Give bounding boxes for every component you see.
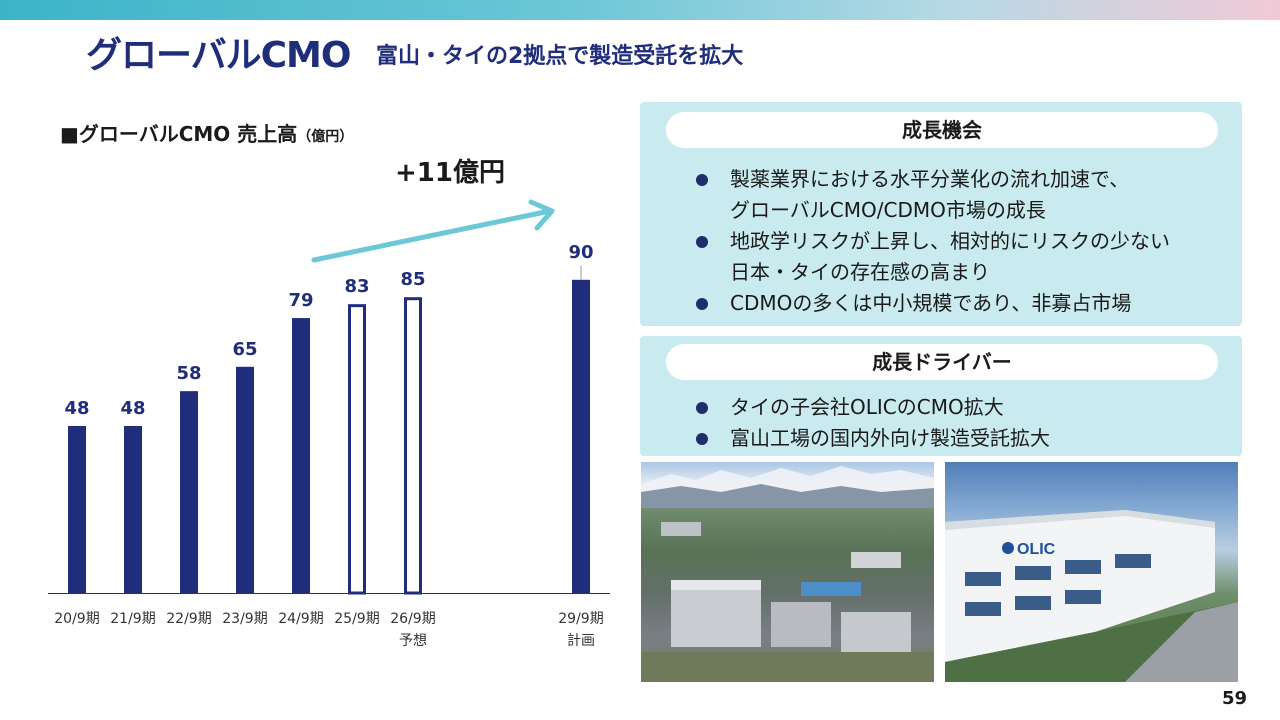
data-label: 79 [288,290,313,311]
x-tick-label: 21/9期 [110,611,155,627]
x-tick-sublabel: 予想 [399,633,427,649]
growth-driver-list: タイの子会社OLICのCMO拡大 富山工場の国内外向け製造受託拡大 [696,392,1050,454]
bar-26/9期 [404,297,422,595]
x-tick-label: 22/9期 [166,611,211,627]
x-tick-label: 23/9期 [222,611,267,627]
bullet-icon [696,433,708,445]
growth-opportunity-panel: 成長機会 製薬業界における水平分業化の流れ加速で、 グローバルCMO/CDMO市… [640,102,1242,326]
bar-24/9期 [292,318,310,593]
data-label: 85 [400,269,425,290]
data-label: 58 [176,363,201,384]
list-item: タイの子会社OLICのCMO拡大 [696,392,1050,423]
olic-sign: OLIC [1017,541,1056,558]
growth-opportunity-list: 製薬業界における水平分業化の流れ加速で、 グローバルCMO/CDMO市場の成長 … [696,164,1170,319]
growth-arrow-line [311,209,548,263]
list-item: 地政学リスクが上昇し、相対的にリスクの少ない 日本・タイの存在感の高まり [696,226,1170,288]
header-gradient-bar [0,0,1280,20]
x-tick-label: 29/9期 [558,611,603,627]
bar-29/9期 [572,279,590,593]
growth-annotation: +11億円 [395,158,505,188]
sales-bar-chart: 48 20/9期 48 21/9期 58 22/9期 65 23/9期 79 24/9期 83 25/… [48,158,610,649]
page-title: グローバルCMO [86,35,351,76]
x-tick-label: 25/9期 [334,611,379,627]
bar-23/9期 [236,366,254,593]
x-tick-label: 26/9期 [390,611,435,627]
list-item: 富山工場の国内外向け製造受託拡大 [696,423,1050,454]
olic-building-illustration: OLIC [945,510,1238,682]
data-label: 48 [120,398,145,419]
bullet-icon [696,298,708,310]
chart-title-unit: （億円） [297,129,354,145]
toyama-factory-photo [641,462,934,682]
growth-driver-heading: 成長ドライバー [666,344,1218,380]
x-tick-label: 20/9期 [54,611,99,627]
page-subtitle: 富山・タイの2拠点で製造受託を拡大 [376,44,744,69]
bar-25/9期 [348,304,366,595]
page-number: 59 [1222,688,1248,709]
bullet-icon [696,402,708,414]
list-item: 製薬業界における水平分業化の流れ加速で、 グローバルCMO/CDMO市場の成長 [696,164,1170,226]
bar-22/9期 [180,391,198,593]
bar-20/9期 [68,425,86,593]
data-label: 48 [64,398,89,419]
data-label: 83 [344,276,369,297]
growth-opportunity-heading: 成長機会 [666,112,1218,148]
data-label: 90 [568,242,593,263]
bar-21/9期 [124,425,142,593]
growth-arrow-head [528,199,555,231]
bullet-icon [696,236,708,248]
chart-title-text: ■グローバルCMO 売上高 [60,122,298,146]
x-tick-label: 24/9期 [278,611,323,627]
data-label: 65 [232,339,257,360]
chart-title: ■グローバルCMO 売上高（億円） [60,118,353,147]
growth-driver-panel: 成長ドライバー タイの子会社OLICのCMO拡大 富山工場の国内外向け製造受託拡… [640,336,1242,456]
list-item: CDMOの多くは中小規模であり、非寡占市場 [696,288,1170,319]
bullet-icon [696,174,708,186]
x-tick-sublabel: 計画 [567,633,595,649]
toyama-factory-illustration [641,466,934,682]
olic-building-photo: OLIC [945,462,1238,682]
